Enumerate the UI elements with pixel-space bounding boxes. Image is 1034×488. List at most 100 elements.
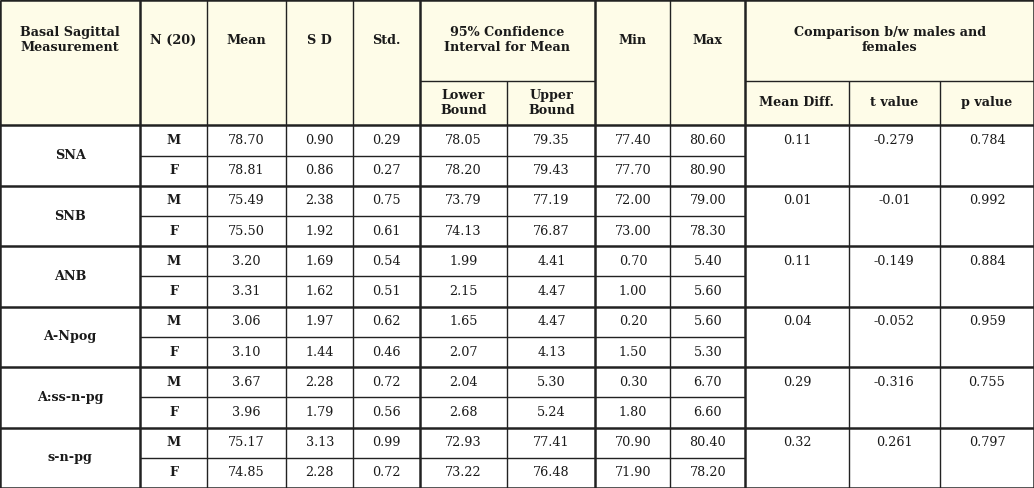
Text: 0.86: 0.86 [305,164,334,177]
Text: 70.90: 70.90 [614,436,651,449]
Text: 5.60: 5.60 [694,285,722,298]
Bar [0,0,1034,125]
Text: 0.884: 0.884 [969,255,1005,268]
Text: 0.46: 0.46 [372,346,400,359]
Text: 73.79: 73.79 [446,194,482,207]
Text: 72.93: 72.93 [446,436,482,449]
Text: Upper
Bound: Upper Bound [528,89,575,117]
Text: M: M [166,194,181,207]
Text: M: M [166,134,181,147]
Text: F: F [169,467,178,479]
Text: 6.60: 6.60 [694,406,722,419]
Text: Mean Diff.: Mean Diff. [759,97,834,109]
Text: p value: p value [962,97,1012,109]
Text: 78.70: 78.70 [229,134,265,147]
Text: 71.90: 71.90 [614,467,651,479]
Text: 3.06: 3.06 [233,315,261,328]
Text: 6.70: 6.70 [694,376,722,389]
Text: 95% Confidence
Interval for Mean: 95% Confidence Interval for Mean [445,26,571,54]
Text: M: M [166,315,181,328]
Text: F: F [169,406,178,419]
Text: S D: S D [307,34,332,47]
Bar [0,216,1034,246]
Text: s-n-pg: s-n-pg [48,451,93,464]
Text: 0.75: 0.75 [372,194,400,207]
Text: 5.30: 5.30 [537,376,566,389]
Text: 3.67: 3.67 [233,376,261,389]
Text: 3.13: 3.13 [305,436,334,449]
Text: 77.70: 77.70 [614,164,651,177]
Text: 73.22: 73.22 [446,467,482,479]
Text: 74.13: 74.13 [446,224,482,238]
Text: 0.784: 0.784 [969,134,1005,147]
Text: 0.72: 0.72 [372,376,400,389]
Text: 80.90: 80.90 [690,164,726,177]
Text: 2.28: 2.28 [305,467,334,479]
Text: F: F [169,224,178,238]
Text: Lower
Bound: Lower Bound [440,89,487,117]
Text: 0.61: 0.61 [372,224,400,238]
Text: 74.85: 74.85 [229,467,265,479]
Text: 0.959: 0.959 [969,315,1005,328]
Text: Comparison b/w males and
females: Comparison b/w males and females [793,26,985,54]
Text: 0.11: 0.11 [783,134,811,147]
Text: 0.11: 0.11 [783,255,811,268]
Text: Min: Min [618,34,647,47]
Text: -0.052: -0.052 [874,315,915,328]
Text: 0.90: 0.90 [305,134,334,147]
Text: 0.27: 0.27 [372,164,400,177]
Bar [0,277,1034,307]
Text: 73.00: 73.00 [614,224,651,238]
Text: 0.04: 0.04 [783,315,811,328]
Text: 0.01: 0.01 [783,194,811,207]
Text: t value: t value [871,97,918,109]
Text: 5.60: 5.60 [694,315,722,328]
Bar [0,307,1034,337]
Text: 80.60: 80.60 [690,134,726,147]
Text: 76.48: 76.48 [534,467,570,479]
Text: F: F [169,285,178,298]
Text: 78.81: 78.81 [229,164,265,177]
Text: -0.149: -0.149 [874,255,915,268]
Text: 2.68: 2.68 [449,406,478,419]
Text: 2.15: 2.15 [449,285,478,298]
Bar [0,125,1034,156]
Text: 0.797: 0.797 [969,436,1005,449]
Text: 0.54: 0.54 [372,255,400,268]
Text: 2.28: 2.28 [305,376,334,389]
Text: SNB: SNB [54,209,86,223]
Text: 4.47: 4.47 [538,285,566,298]
Text: 1.44: 1.44 [305,346,334,359]
Text: 0.62: 0.62 [372,315,400,328]
Text: 1.97: 1.97 [305,315,334,328]
Text: 0.261: 0.261 [876,436,913,449]
Text: 0.29: 0.29 [783,376,811,389]
Text: 3.96: 3.96 [233,406,261,419]
Text: 0.29: 0.29 [372,134,400,147]
Bar [0,427,1034,458]
Text: 78.20: 78.20 [690,467,726,479]
Text: 0.56: 0.56 [372,406,400,419]
Text: 1.00: 1.00 [618,285,647,298]
Text: 1.92: 1.92 [305,224,334,238]
Text: SNA: SNA [55,149,86,162]
Text: Mean: Mean [226,34,267,47]
Text: 75.49: 75.49 [229,194,265,207]
Text: 77.40: 77.40 [614,134,651,147]
Text: 72.00: 72.00 [614,194,651,207]
Text: 4.47: 4.47 [538,315,566,328]
Text: Max: Max [693,34,723,47]
Text: M: M [166,255,181,268]
Text: 1.79: 1.79 [305,406,334,419]
Text: 5.30: 5.30 [694,346,722,359]
Text: M: M [166,436,181,449]
Text: 0.51: 0.51 [372,285,400,298]
Text: 0.70: 0.70 [618,255,647,268]
Text: 76.87: 76.87 [534,224,570,238]
Text: Std.: Std. [372,34,400,47]
Text: 1.80: 1.80 [618,406,647,419]
Text: Basal Sagittal
Measurement: Basal Sagittal Measurement [21,26,120,54]
Text: 79.00: 79.00 [690,194,726,207]
Bar [0,337,1034,367]
Text: 79.43: 79.43 [534,164,570,177]
